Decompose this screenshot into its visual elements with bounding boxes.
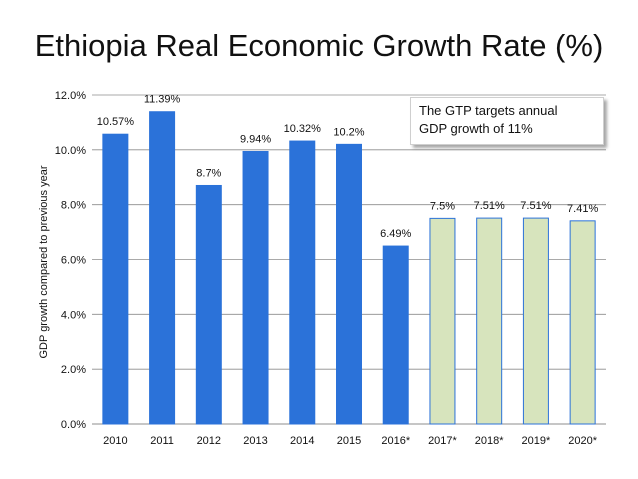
x-tick-labels: 2010 2011 2012 2013 2014 2015 2016* 2017* 2018* 2… <box>103 435 598 447</box>
x-tick-label: 2011 <box>150 435 174 447</box>
bar <box>382 245 409 425</box>
x-tick-label: 2017* <box>428 435 457 447</box>
x-tick-label: 2010 <box>103 435 127 447</box>
y-tick-labels: 0.0% 2.0% 4.0% 6.0% 8.0% 10.0% 12.0% <box>55 90 86 431</box>
data-label: 9.94% <box>240 133 271 145</box>
chart-title: Ethiopia Real Economic Growth Rate (%) <box>34 28 604 63</box>
x-tick-label: 2016* <box>381 435 410 447</box>
x-tick-label: 2020* <box>568 435 597 447</box>
y-tick-label: 0.0% <box>61 419 86 431</box>
y-tick-label: 4.0% <box>61 309 86 321</box>
annotation-line-1: The GTP targets annual <box>419 103 558 118</box>
annotation-line-2: GDP growth of 11% <box>419 121 533 136</box>
bar <box>336 143 362 425</box>
x-tick-label: 2018* <box>475 435 504 447</box>
data-label: 10.32% <box>284 123 322 135</box>
x-tick-label: 2014 <box>290 435 314 447</box>
data-label: 8.7% <box>196 167 221 179</box>
data-label: 7.51% <box>474 200 505 212</box>
x-tick-label: 2015 <box>337 435 361 447</box>
data-label: 11.39% <box>144 94 181 106</box>
y-tick-label: 12.0% <box>55 90 86 102</box>
data-label: 7.51% <box>520 200 551 212</box>
y-tick-label: 6.0% <box>61 255 86 267</box>
y-tick-label: 2.0% <box>61 364 86 376</box>
bars <box>102 111 596 425</box>
x-tick-label: 2012 <box>197 435 221 447</box>
data-labels: 10.57% 11.39% 8.7% 9.94% 10.32% 10.2% 6.49% 7.5… <box>97 94 599 240</box>
bar <box>429 217 456 425</box>
bar <box>569 220 596 425</box>
data-label: 10.57% <box>97 116 135 128</box>
data-label: 10.2% <box>333 126 364 138</box>
data-label: 6.49% <box>380 228 411 240</box>
data-label: 7.41% <box>567 203 598 215</box>
bar <box>195 184 222 425</box>
y-tick-label: 10.0% <box>55 145 86 157</box>
annotation-callout: The GTP targets annual GDP growth of 11% <box>410 97 604 145</box>
x-tick-label: 2019* <box>522 435 551 447</box>
bar <box>522 217 549 425</box>
bar <box>242 150 269 425</box>
bar <box>149 111 176 425</box>
bar <box>476 217 503 425</box>
data-label: 7.5% <box>430 200 455 212</box>
x-tick-label: 2013 <box>243 435 267 447</box>
bar <box>289 140 316 425</box>
y-axis-title: GDP growth compared to previous year <box>38 165 50 358</box>
bar <box>102 133 129 425</box>
y-tick-label: 8.0% <box>61 200 86 212</box>
